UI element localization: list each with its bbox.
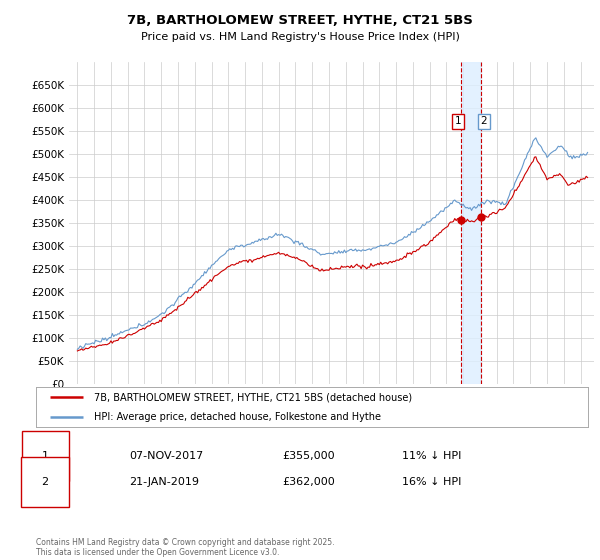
- Text: 7B, BARTHOLOMEW STREET, HYTHE, CT21 5BS: 7B, BARTHOLOMEW STREET, HYTHE, CT21 5BS: [127, 14, 473, 27]
- Bar: [461, 62, 481, 384]
- Text: 2: 2: [481, 116, 487, 127]
- Text: 21-JAN-2019: 21-JAN-2019: [129, 477, 199, 487]
- Text: HPI: Average price, detached house, Folkestone and Hythe: HPI: Average price, detached house, Folk…: [94, 412, 381, 422]
- Text: 2: 2: [41, 477, 49, 487]
- Text: 7B, BARTHOLOMEW STREET, HYTHE, CT21 5BS (detached house): 7B, BARTHOLOMEW STREET, HYTHE, CT21 5BS …: [94, 393, 412, 403]
- Text: 1: 1: [41, 451, 49, 461]
- Text: 11% ↓ HPI: 11% ↓ HPI: [402, 451, 461, 461]
- Text: 16% ↓ HPI: 16% ↓ HPI: [402, 477, 461, 487]
- Text: £362,000: £362,000: [282, 477, 335, 487]
- Text: 1: 1: [455, 116, 461, 127]
- Text: Price paid vs. HM Land Registry's House Price Index (HPI): Price paid vs. HM Land Registry's House …: [140, 32, 460, 43]
- Text: £355,000: £355,000: [282, 451, 335, 461]
- Text: 07-NOV-2017: 07-NOV-2017: [129, 451, 203, 461]
- Text: Contains HM Land Registry data © Crown copyright and database right 2025.
This d: Contains HM Land Registry data © Crown c…: [36, 538, 335, 557]
